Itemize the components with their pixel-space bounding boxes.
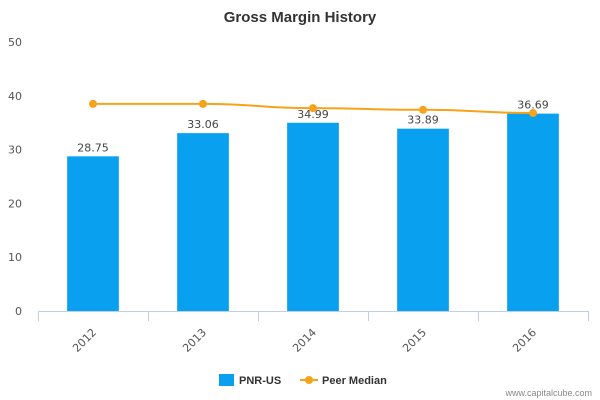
- peer-median-point-2015: [419, 105, 427, 114]
- legend-label-pnr-us: PNR-US: [239, 375, 281, 387]
- line-series: [89, 99, 537, 118]
- chart-title: Gross Margin History: [224, 9, 377, 26]
- y-tick-label: 0: [15, 305, 22, 318]
- y-axis: 0 10 20 30 40 50: [8, 36, 22, 318]
- bar-2012: [67, 156, 119, 311]
- bar-2015: [397, 128, 449, 311]
- peer-median-point-2012: [89, 99, 97, 108]
- bar-2013: [177, 133, 229, 311]
- x-tick-label: 2015: [400, 326, 429, 355]
- bar-value-label: 28.75: [77, 141, 109, 154]
- x-tick-label: 2016: [510, 326, 539, 355]
- peer-median-point-2013: [199, 99, 207, 108]
- bar-series: 28.75 33.06 34.99 33.89 36.69: [67, 99, 559, 311]
- y-tick-label: 50: [8, 36, 22, 49]
- bar-value-label: 33.89: [407, 114, 439, 127]
- legend: PNR-US Peer Median: [219, 374, 387, 387]
- bar-2016: [507, 113, 559, 311]
- x-tick-label: 2013: [180, 326, 209, 355]
- x-axis: 2012 2013 2014 2015 2016: [38, 311, 589, 355]
- peer-median-point-2016: [529, 109, 537, 118]
- legend-swatch-pnr-us: [219, 374, 234, 386]
- bar-value-label: 33.06: [187, 118, 219, 131]
- bar-2014: [287, 122, 339, 311]
- y-tick-label: 10: [8, 251, 22, 264]
- legend-marker-peer-median: [305, 376, 313, 384]
- y-tick-label: 20: [8, 197, 22, 210]
- peer-median-point-2014: [309, 104, 317, 113]
- x-tick-label: 2012: [70, 326, 99, 355]
- bar-value-label: 34.99: [297, 108, 329, 121]
- y-tick-label: 30: [8, 144, 22, 157]
- y-tick-label: 40: [8, 90, 22, 103]
- source-credit: www.capitalcube.com: [504, 388, 592, 398]
- bar-value-label: 36.69: [517, 99, 549, 112]
- x-tick-label: 2014: [290, 326, 319, 355]
- legend-label-peer-median: Peer Median: [322, 375, 387, 387]
